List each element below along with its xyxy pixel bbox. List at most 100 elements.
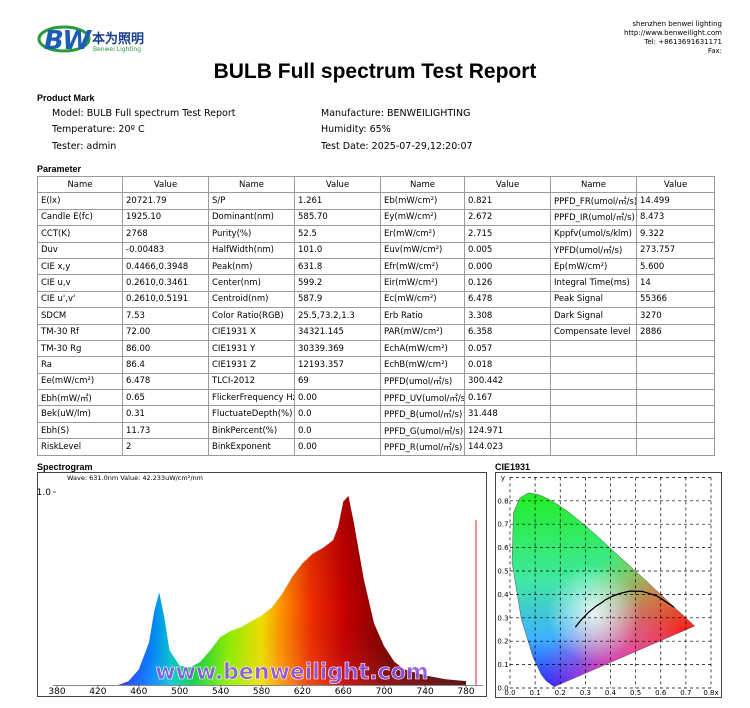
report-title: BULB Full spectrum Test Report: [213, 60, 537, 83]
param-name: Bek(uW/lm): [37, 405, 123, 423]
param-value: 3270: [636, 307, 715, 325]
y-tick-label: 1.0: [37, 488, 51, 498]
product-field: Manufacture: BENWEILIGHTING: [321, 108, 471, 119]
table-row: Bek(uW/lm) 0.31 FluctuateDepth(%) 0.0 PPFD_B…: [37, 405, 715, 423]
x-tick-label: 700: [376, 687, 393, 697]
param-name: Purity(%): [208, 225, 295, 243]
product-field: Tester: admin: [52, 141, 117, 152]
param-value: 0.4466,0.3948: [122, 257, 209, 276]
y-tick-label: 0.5: [497, 568, 508, 576]
param-name: Ec(mW/cm²): [380, 290, 465, 309]
param-value: 14.499: [636, 192, 715, 210]
param-value: [636, 389, 715, 407]
column-header: Value: [636, 175, 715, 194]
param-name: Erb Ratio: [380, 307, 465, 325]
param-name: Compensate level: [550, 323, 637, 341]
param-name: HalfWidth(nm): [208, 241, 295, 259]
param-name: YPFD(umol/㎡/s): [550, 241, 637, 259]
company-info: shenzhen benwei lighting http://www.benw…: [624, 20, 722, 56]
planckian-locus: [574, 590, 675, 628]
y-tick-label: y: [501, 474, 505, 482]
param-value: 5.600: [636, 257, 715, 276]
parameter-table: Name Value Name Value Name Value Name Value E(lx…: [37, 175, 715, 456]
param-name: Center(nm): [208, 274, 295, 292]
param-value: 0.00: [294, 389, 381, 407]
column-header: Name: [208, 175, 295, 194]
y-tick-label: 0.7: [497, 521, 508, 529]
param-value: 11.73: [122, 421, 209, 440]
param-value: 55366: [636, 290, 715, 309]
param-value: 0.126: [464, 274, 551, 292]
param-value: 12193.357: [294, 356, 381, 374]
param-value: 31.448: [464, 405, 551, 423]
param-name: CIE u',v': [37, 290, 123, 309]
param-value: 9.322: [636, 225, 715, 243]
param-name: CIE x,y: [37, 257, 123, 276]
param-value: 2.715: [464, 225, 551, 243]
logo-swoosh: [37, 25, 91, 53]
param-value: 0.0: [294, 421, 381, 440]
param-value: 25.5,73.2,1.3: [294, 307, 381, 325]
param-name: [550, 372, 637, 391]
param-name: [550, 421, 637, 440]
watermark: www.benweilight.com: [155, 660, 429, 685]
y-tick-label: 0.8: [497, 497, 508, 505]
param-value: 585.70: [294, 208, 381, 227]
logo-mark: BW: [44, 26, 92, 56]
x-tick-label: 460: [130, 687, 147, 697]
param-name: Color Ratio(RGB): [208, 307, 295, 325]
param-name: Er(mW/cm²): [380, 225, 465, 243]
param-value: 144.023: [464, 438, 551, 456]
table-row: E(lx) 20721.79 S/P 1.261 Eb(mW/cm²) 0.821 PPFD…: [37, 192, 715, 210]
x-tick-label: 620: [294, 687, 311, 697]
param-name: [550, 356, 637, 374]
param-name: [550, 389, 637, 407]
param-name: Efr(mW/cm²): [380, 257, 465, 276]
param-value: 0.2610,0.5191: [122, 290, 209, 309]
param-value: [636, 405, 715, 423]
table-row: Ee(mW/cm²) 6.478 TLCI-2012 69 PPFD(umol/㎡/s)…: [37, 372, 715, 391]
param-value: 0.821: [464, 192, 551, 210]
param-value: 0.167: [464, 389, 551, 407]
x-tick-label: 420: [89, 687, 106, 697]
param-value: 124.971: [464, 421, 551, 440]
param-name: S/P: [208, 192, 295, 210]
param-name: CIE1931 Y: [208, 339, 295, 358]
spectrogram-chart: Wave: 631.0nm Value: 42.233uW/cm²/nm 380…: [37, 472, 487, 697]
table-row: Ebh(mW/㎡) 0.65 FlickerFrequency Hz 0.00 PPFD…: [37, 389, 715, 407]
param-name: Peak Signal: [550, 290, 637, 309]
logo-name: 本为照明: [92, 31, 144, 47]
param-name: CIE1931 X: [208, 323, 295, 341]
param-name: EchB(mW/cm²): [380, 356, 465, 374]
y-tick-label: 0.4: [497, 591, 509, 599]
table-row: SDCM 7.53 Color Ratio(RGB) 25.5,73.2,1.3 Erb…: [37, 307, 715, 325]
table-row: TM-30 Rf 72.00 CIE1931 X 34321.145 PAR(mW/cm…: [37, 323, 715, 341]
param-value: [636, 339, 715, 358]
table-row: CCT(K) 2768 Purity(%) 52.5 Er(mW/cm²) 2.715 Kp…: [37, 225, 715, 243]
product-field: Test Date: 2025-07-29,12:20:07: [321, 141, 473, 152]
table-header-row: Name Value Name Value Name Value Name Value: [37, 175, 715, 194]
param-name: [550, 339, 637, 358]
column-header: Value: [122, 175, 209, 194]
section-heading: Parameter: [37, 164, 82, 174]
company-website: http://www.benweilight.com: [623, 29, 722, 37]
param-value: 30339.369: [294, 339, 381, 358]
param-name: PPFD_UV(umol/㎡/s): [380, 389, 465, 407]
company-fax: Fax:: [707, 47, 722, 55]
param-name: SDCM: [37, 307, 123, 325]
param-name: Ey(mW/cm²): [380, 208, 465, 227]
param-name: Dominant(nm): [208, 208, 295, 227]
param-value: 631.8: [294, 257, 381, 276]
table-row: Duv -0.00483 HalfWidth(nm) 101.0 Euv(mW/cm²)…: [37, 241, 715, 259]
x-tick-label: 540: [212, 687, 229, 697]
x-tick-label: 660: [335, 687, 352, 697]
column-header: Name: [380, 175, 465, 194]
product-field: Model: BULB Full spectrum Test Report: [52, 108, 236, 119]
param-name: [550, 405, 637, 423]
table-row: CIE u',v' 0.2610,0.5191 Centroid(nm) 587.9 E…: [37, 290, 715, 309]
param-value: 0.057: [464, 339, 551, 358]
x-tick-label: 500: [171, 687, 188, 697]
param-name: PAR(mW/cm²): [380, 323, 465, 341]
table-row: TM-30 Rg 86.00 CIE1931 Y 30339.369 EchA(mW/c…: [37, 339, 715, 358]
